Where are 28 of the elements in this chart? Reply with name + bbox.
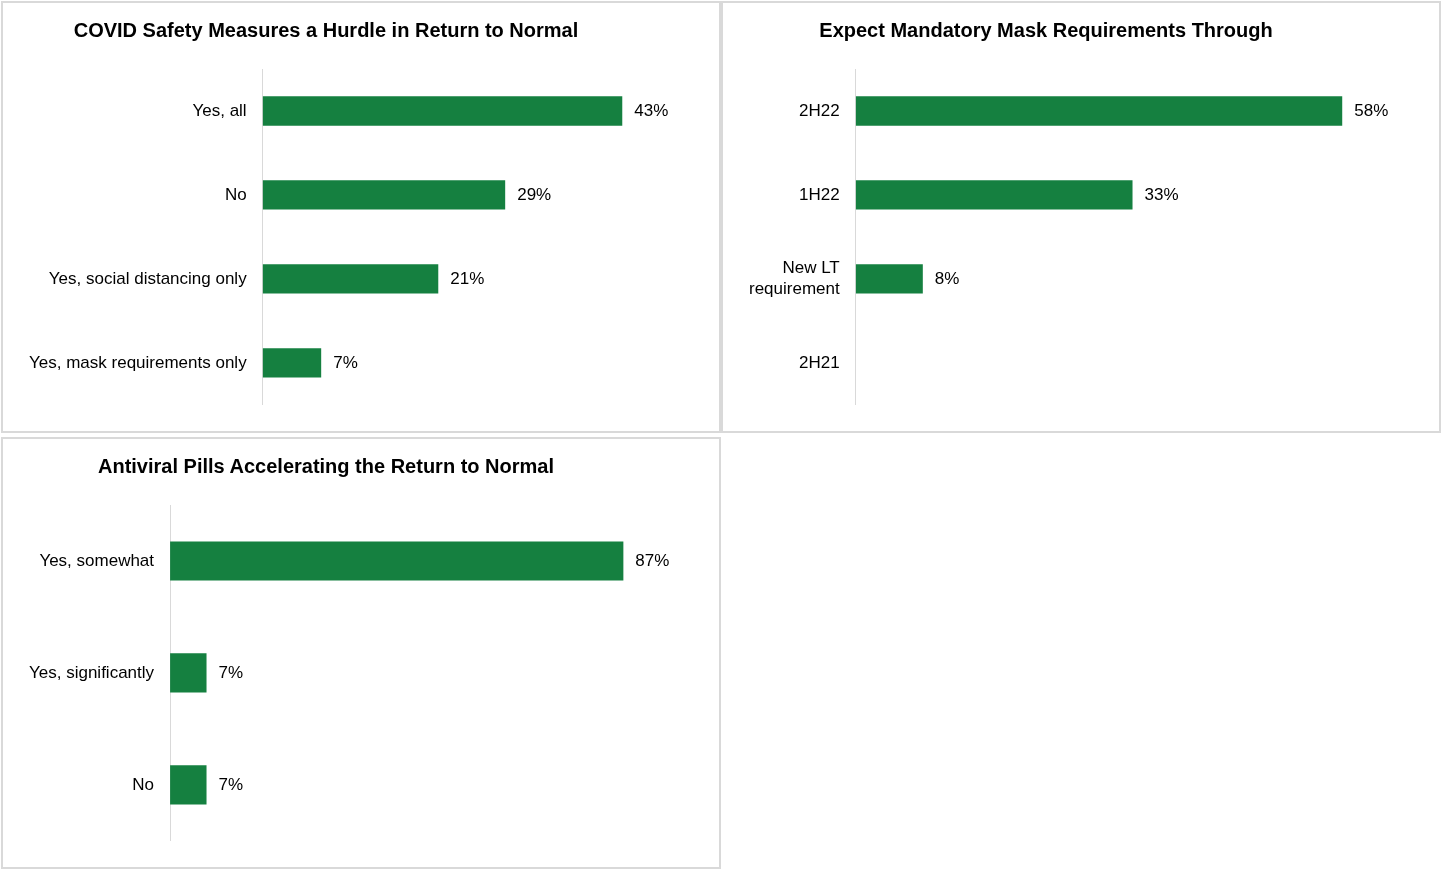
y-tick-label: Yes, somewhat xyxy=(39,550,155,570)
data-label: 8% xyxy=(934,268,960,288)
y-tick-label: No xyxy=(224,184,247,204)
chart-title: Expect Mandatory Mask Requirements Through xyxy=(819,18,1273,41)
data-label: 33% xyxy=(1144,184,1179,204)
y-tick-label: New LT requirement xyxy=(748,258,840,298)
data-label: 21% xyxy=(450,268,485,288)
chart-title: COVID Safety Measures a Hurdle in Return to Normal xyxy=(73,18,579,41)
bar xyxy=(262,96,623,126)
bar xyxy=(262,180,506,210)
bar xyxy=(262,348,322,378)
y-tick-label: Yes, significantly xyxy=(28,662,155,682)
data-label: 7% xyxy=(333,352,358,372)
data-label: 29% xyxy=(517,184,552,204)
y-tick-label: No xyxy=(132,774,155,794)
data-label: 7% xyxy=(218,662,244,682)
data-label: 58% xyxy=(1354,100,1389,120)
y-tick-label: Yes, all xyxy=(192,100,247,120)
bar xyxy=(262,264,439,294)
data-label: 7% xyxy=(218,774,244,794)
y-tick-label: Yes, social distancing only xyxy=(48,268,248,288)
y-tick-label: Yes, mask requirements only xyxy=(29,352,248,372)
y-tick-label: 1H22 xyxy=(799,184,840,204)
y-tick-label: 2H22 xyxy=(799,100,840,120)
data-label: 43% xyxy=(634,100,669,120)
data-label: 87% xyxy=(635,550,670,570)
chart-title: Antiviral Pills Accelerating the Return to Normal xyxy=(97,454,555,477)
y-tick-label: 2H21 xyxy=(799,352,840,372)
